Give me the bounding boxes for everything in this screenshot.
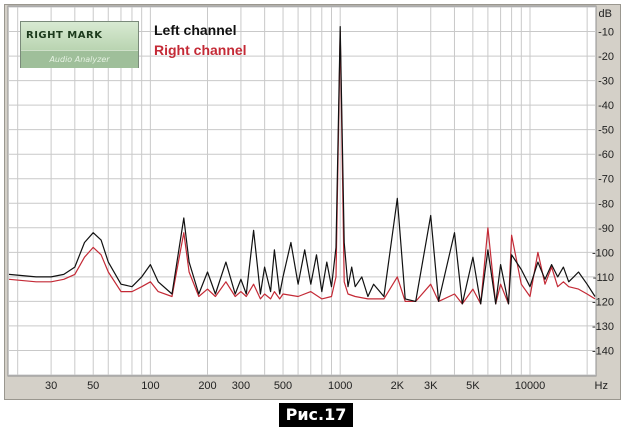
x-tick-label: 30 — [45, 380, 57, 392]
series-layer — [8, 26, 596, 305]
y-tick-label: -60 — [598, 149, 614, 161]
x-tick-label: 1000 — [328, 380, 352, 392]
y-tick-label: -140 — [592, 346, 614, 358]
logo-subtitle: Audio Analyzer — [21, 51, 138, 68]
x-tick-label: 3K — [424, 380, 438, 392]
y-tick-label: -90 — [598, 223, 614, 235]
y-tick-label: -40 — [598, 100, 614, 112]
y-tick-label: -100 — [592, 247, 614, 259]
figure-caption: Рис.17 — [279, 403, 353, 427]
y-axis-ticks: -10 -20 -30 -40 -50 -60 -70 -80 -90 -100 -110 -120 -… — [592, 27, 614, 358]
y-tick-label: -130 — [592, 321, 614, 333]
x-tick-label: 300 — [232, 380, 250, 392]
x-tick-label: 5K — [466, 380, 480, 392]
y-tick-label: -20 — [598, 51, 614, 63]
series-line-left-channel — [8, 26, 596, 305]
y-tick-label: -110 — [593, 272, 614, 284]
y-tick-label: -120 — [592, 296, 614, 308]
logo-text: RIGHT MARK — [26, 30, 103, 41]
x-tick-label: 2K — [391, 380, 405, 392]
x-tick-label: 50 — [87, 380, 99, 392]
legend-left-channel: Left channel — [154, 22, 237, 38]
x-axis-ticks: 30 50 100 200 300 500 1000 2K 3K 5K 10000 — [45, 380, 545, 392]
y-tick-label: -10 — [598, 27, 614, 39]
y-unit-label: dB — [599, 8, 612, 20]
rightmark-logo: RIGHT MARK Audio Analyzer — [20, 21, 139, 68]
x-tick-label: 10000 — [515, 380, 546, 392]
x-tick-label: 500 — [274, 380, 292, 392]
x-unit-label: Hz — [595, 380, 608, 392]
series-line-right-channel — [8, 30, 596, 305]
y-tick-label: -80 — [598, 198, 614, 210]
legend-right-channel: Right channel — [154, 42, 247, 58]
y-tick-label: -50 — [598, 125, 614, 137]
x-tick-label: 200 — [198, 380, 216, 392]
y-tick-label: -70 — [598, 174, 614, 186]
y-tick-label: -30 — [598, 76, 614, 88]
x-tick-label: 100 — [141, 380, 159, 392]
